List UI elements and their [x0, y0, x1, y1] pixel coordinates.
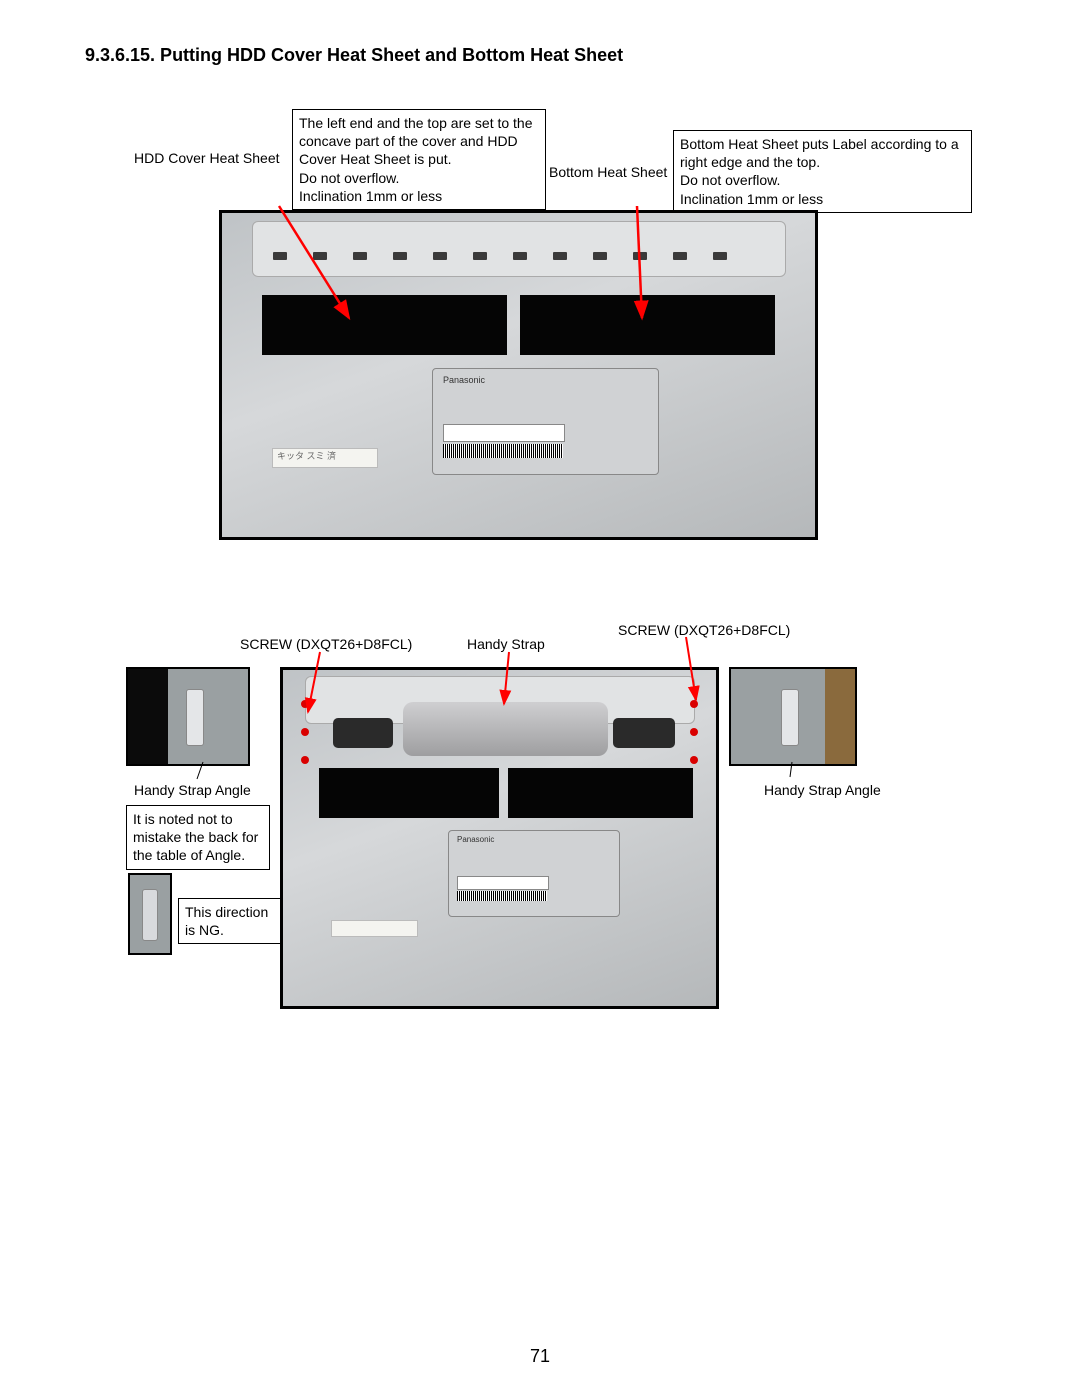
handy-strap-angle-right-label: Handy Strap Angle: [764, 782, 881, 798]
page: 9.3.6.15. Putting HDD Cover Heat Sheet a…: [0, 0, 1080, 1397]
section-title: 9.3.6.15. Putting HDD Cover Heat Sheet a…: [85, 45, 623, 66]
screw-left-label: SCREW (DXQT26+D8FCL): [240, 636, 412, 652]
bottom-sheet-callout: Bottom Heat Sheet puts Label according t…: [673, 130, 972, 213]
detail-photo-strap-angle-left: [126, 667, 250, 766]
ng-note-callout: This direction is NG.: [178, 898, 282, 944]
handy-strap-angle-left-label: Handy Strap Angle: [134, 782, 251, 798]
detail-photo-ng-direction: [128, 873, 172, 955]
bottom-heat-sheet: [520, 295, 775, 355]
handy-strap-label: Handy Strap: [467, 636, 545, 652]
screw-right-label: SCREW (DXQT26+D8FCL): [618, 622, 790, 638]
detail-photo-strap-angle-right: [729, 667, 857, 766]
hdd-cover-heat-sheet: [262, 295, 507, 355]
figure-bottom-photo: Panasonic: [280, 667, 719, 1009]
spec-plate: Panasonic: [432, 368, 659, 475]
bottom-sheet-label: Bottom Heat Sheet: [549, 164, 667, 180]
handy-strap: [403, 702, 608, 756]
hdd-cover-label: HDD Cover Heat Sheet: [134, 150, 280, 166]
angle-note-callout: It is noted not to mistake the back for …: [126, 805, 270, 870]
figure-top-photo: Panasonic キッタ スミ 済: [219, 210, 818, 540]
page-number: 71: [0, 1346, 1080, 1367]
hdd-cover-callout: The left end and the top are set to the …: [292, 109, 546, 210]
